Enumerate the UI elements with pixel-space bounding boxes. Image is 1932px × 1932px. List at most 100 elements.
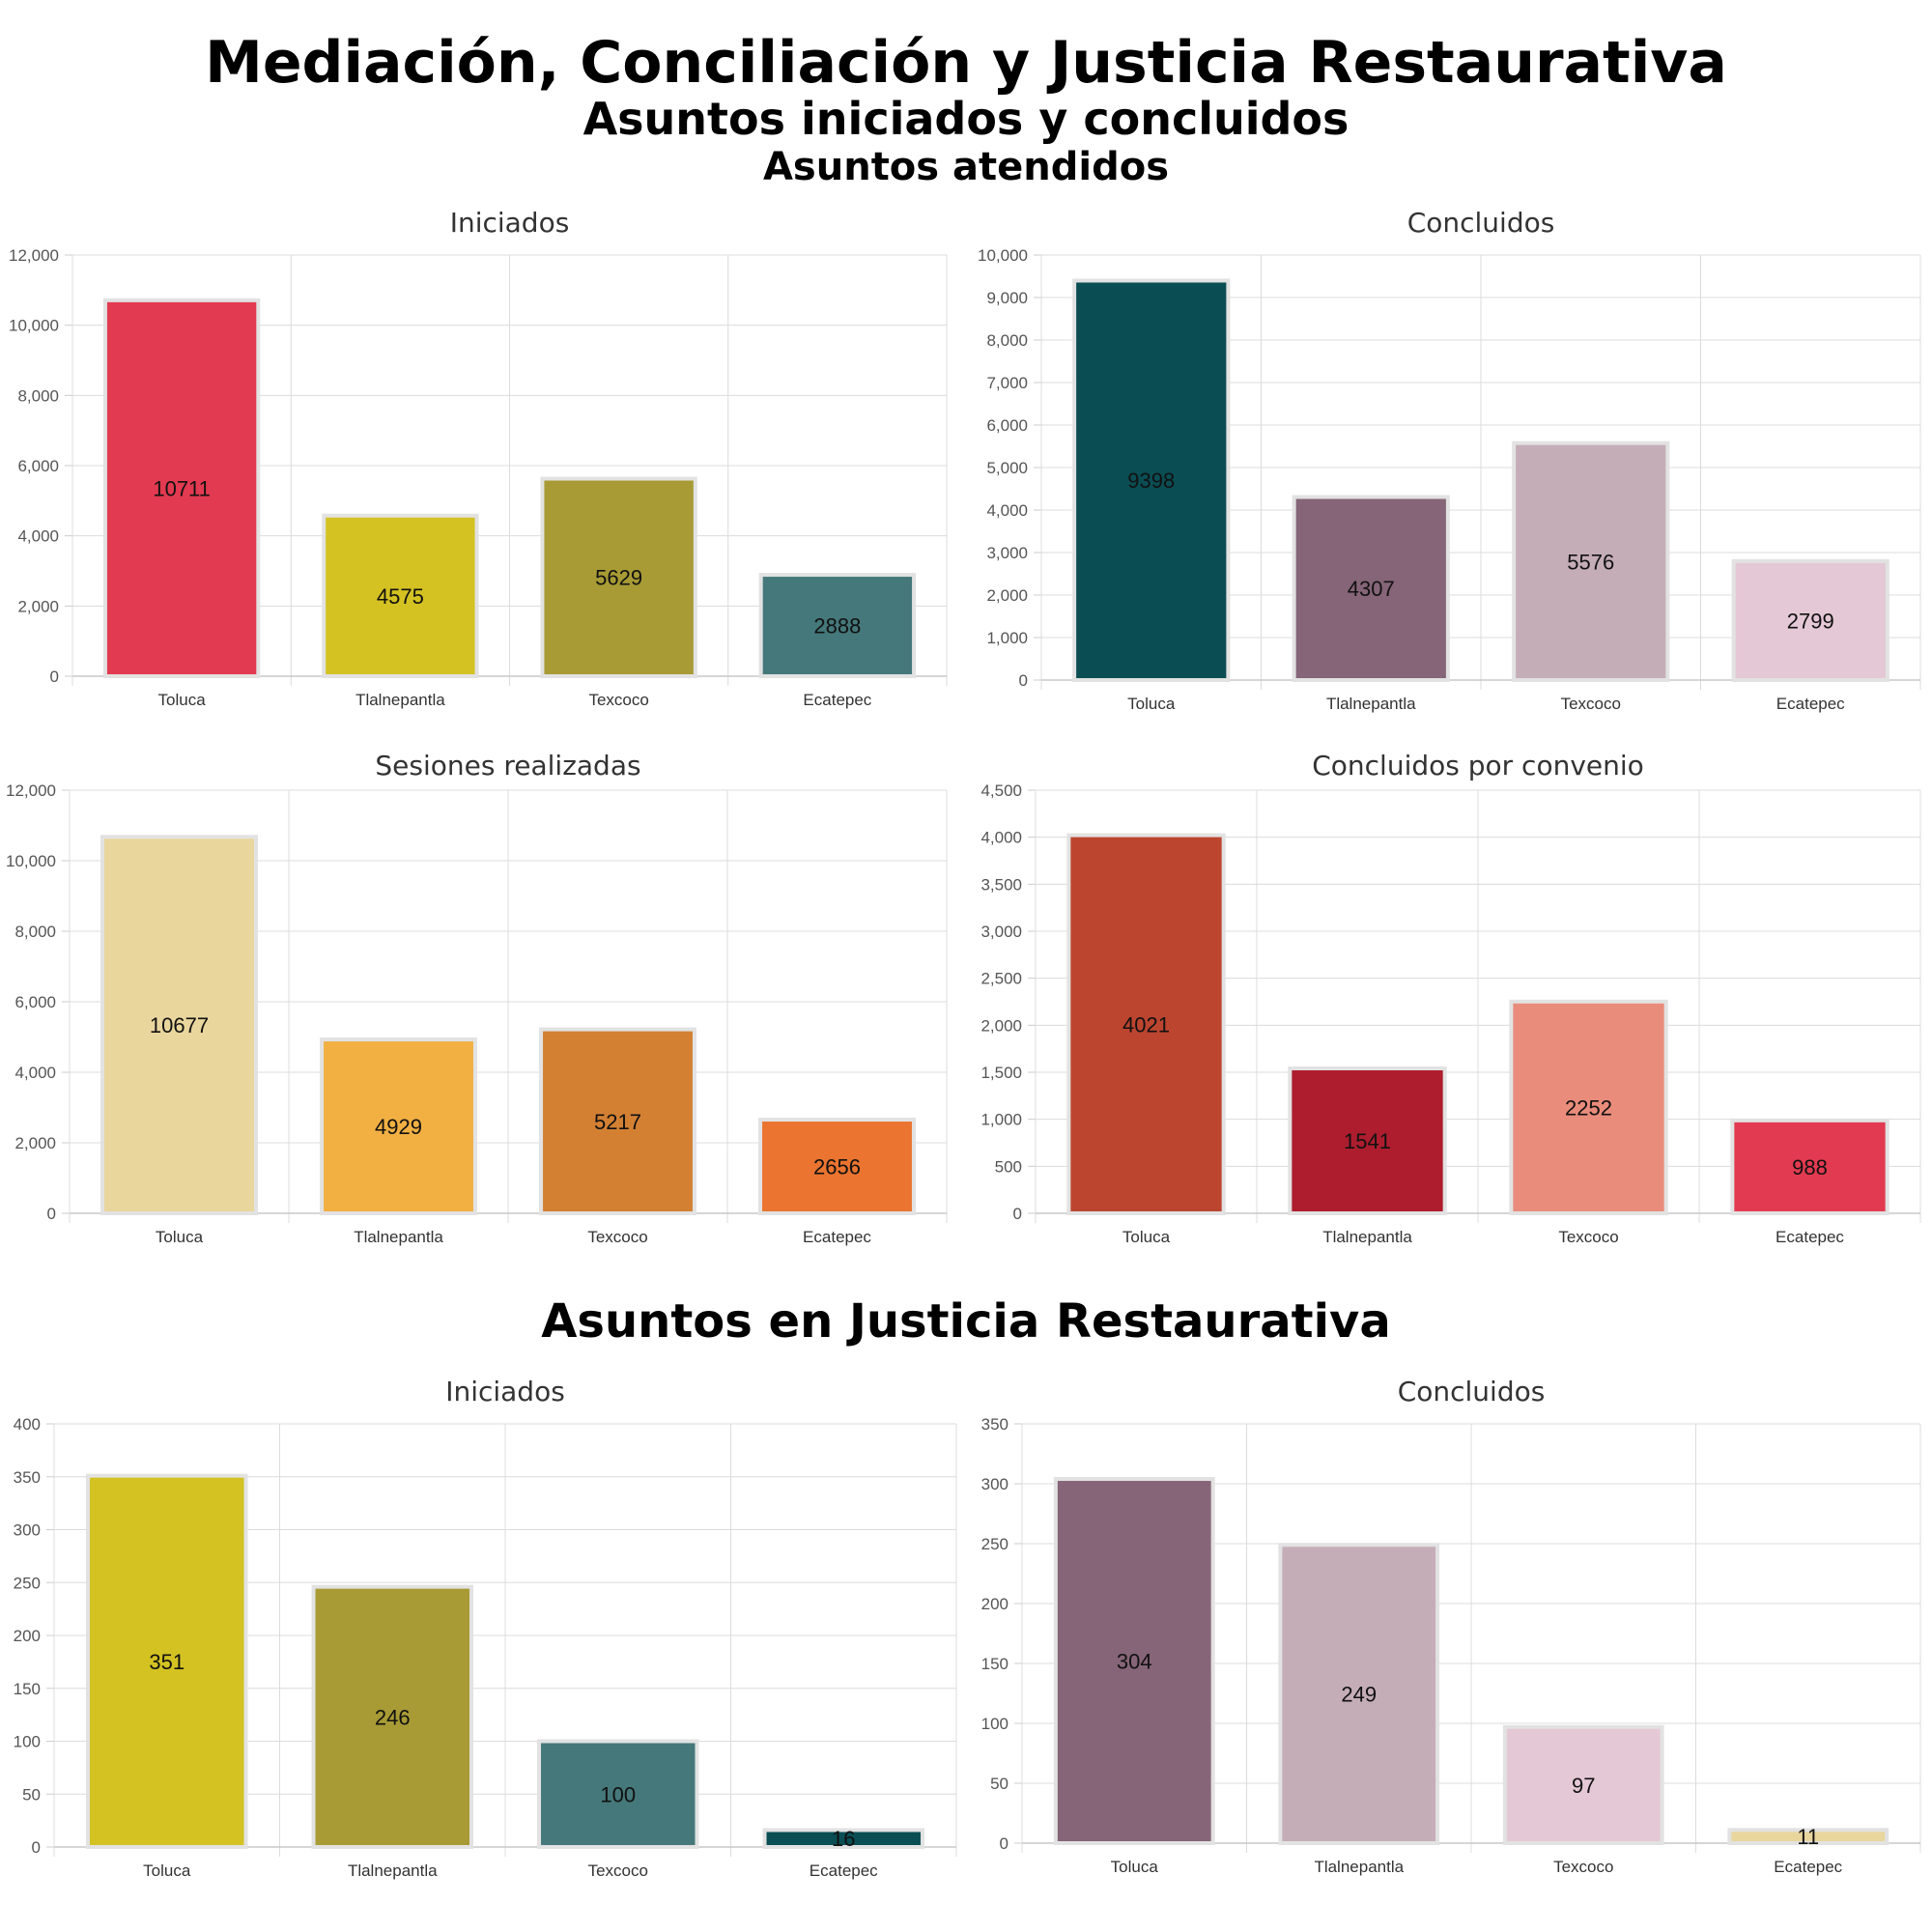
bar-texcoco <box>539 1027 696 1215</box>
bar-value-label: 2799 <box>1787 609 1834 633</box>
y-tick-label: 6,000 <box>14 993 56 1011</box>
x-category-label: Tlalnepantla <box>1326 695 1416 713</box>
bar-toluca <box>100 835 258 1216</box>
y-tick-label: 4,500 <box>980 781 1022 800</box>
y-tick-label: 0 <box>1019 671 1028 690</box>
bar-texcoco <box>1502 1724 1664 1845</box>
y-tick-label: 9,000 <box>986 289 1028 307</box>
x-category-label: Texcoco <box>588 691 648 709</box>
chart-title: Concluidos <box>1398 1376 1546 1407</box>
chart-iniciados: Iniciados 0 2,000 4,000 6,000 8,000 10,000 12,0… <box>0 0 956 715</box>
y-tick-label: 6,000 <box>17 457 59 475</box>
x-category-label: Ecatepec <box>1776 1228 1844 1246</box>
y-tick-label: 100 <box>14 1733 41 1751</box>
y-tick-label: 8,000 <box>986 331 1028 350</box>
bar-value-label: 2252 <box>1565 1095 1612 1120</box>
bar-tlalnepantla <box>1292 495 1450 682</box>
y-tick-label: 5,000 <box>986 459 1028 477</box>
x-category-label: Toluca <box>158 691 207 709</box>
bar-toluca <box>1053 1477 1215 1845</box>
x-category-label: Tlalnepantla <box>1322 1228 1412 1246</box>
y-tick-label: 1,000 <box>980 1111 1022 1129</box>
chart-title: Iniciados <box>450 207 570 239</box>
bar-tlalnepantla <box>1278 1543 1440 1846</box>
chart-sesiones-realizadas: Sesiones realizadas 0 2,000 4,000 6,000 8,000… <box>0 724 956 1265</box>
y-tick-label: 300 <box>14 1521 41 1540</box>
x-category-label: Tlalnepantla <box>354 1228 443 1246</box>
bar-ecatepec <box>758 1118 916 1215</box>
y-tick-label: 2,000 <box>17 597 59 615</box>
y-tick-label: 4,000 <box>980 829 1022 847</box>
x-category-label: Texcoco <box>1561 695 1621 713</box>
y-tick-label: 0 <box>1000 1834 1009 1853</box>
bar-tlalnepantla <box>322 513 479 679</box>
bar-ecatepec <box>762 1828 924 1850</box>
y-tick-label: 0 <box>1013 1205 1022 1223</box>
chart-svg: Sesiones realizadas 0 2,000 4,000 6,000 8,000… <box>6 750 948 1246</box>
main-title: Mediación, Conciliación y Justicia Resta… <box>205 29 1727 97</box>
y-tick-label: 3,000 <box>980 923 1022 941</box>
x-category-label: Tlalnepantla <box>355 691 445 709</box>
x-category-label: Ecatepec <box>1774 1858 1842 1876</box>
y-tick-label: 0 <box>50 668 59 686</box>
x-category-label: Ecatepec <box>803 691 871 709</box>
y-tick-label: 250 <box>14 1574 41 1592</box>
chart-concluidos: Concluidos 0 1,000 2,000 3,000 4,000 5,000 6,00… <box>956 0 1932 715</box>
bar-value-label: 4021 <box>1122 1012 1170 1037</box>
bar-value-label: 5217 <box>594 1110 641 1134</box>
bar-value-label: 97 <box>1572 1774 1595 1798</box>
bar-tlalnepantla <box>1288 1066 1447 1215</box>
bar-ecatepec <box>758 573 917 678</box>
bar-value-label: 249 <box>1341 1683 1377 1707</box>
subtitle-asuntos-atendidos: Asuntos atendidos <box>762 145 1170 189</box>
y-tick-label: 500 <box>995 1157 1022 1176</box>
y-tick-label: 3,500 <box>980 875 1022 894</box>
y-tick-label: 2,500 <box>980 970 1022 988</box>
bar-toluca <box>102 298 261 678</box>
y-tick-label: 350 <box>981 1415 1009 1434</box>
x-category-label: Ecatepec <box>803 1228 871 1246</box>
chart-title: Concluidos por convenio <box>1312 750 1644 781</box>
bar-value-label: 5629 <box>595 566 642 590</box>
y-tick-label: 6,000 <box>986 416 1028 435</box>
bar-value-label: 2656 <box>813 1155 861 1179</box>
y-tick-label: 350 <box>14 1468 41 1487</box>
bar-value-label: 988 <box>1792 1155 1828 1179</box>
chart-title: Sesiones realizadas <box>375 750 640 781</box>
y-tick-label: 400 <box>14 1415 41 1434</box>
y-tick-label: 7,000 <box>986 374 1028 392</box>
y-tick-label: 3,000 <box>986 544 1028 562</box>
y-tick-label: 200 <box>14 1627 41 1645</box>
x-category-label: Texcoco <box>588 1861 648 1880</box>
y-tick-label: 12,000 <box>9 246 59 265</box>
chart-svg: Iniciados 0 2,000 4,000 6,000 8,000 10,000 12,0… <box>9 207 948 709</box>
chart-title: Iniciados <box>445 1376 565 1407</box>
bar-ecatepec <box>1727 1828 1889 1845</box>
x-category-label: Texcoco <box>1558 1228 1618 1246</box>
y-tick-label: 250 <box>981 1535 1009 1553</box>
bar-value-label: 16 <box>832 1827 855 1851</box>
y-tick-label: 2,000 <box>980 1016 1022 1035</box>
y-tick-label: 2,000 <box>986 586 1028 605</box>
chart-svg: Concluidos 0 50 100 150 200 250 300 350 304 Toluca… <box>981 1376 1921 1876</box>
bar-value-label: 4307 <box>1348 577 1395 601</box>
bar-toluca <box>1066 833 1226 1215</box>
bar-value-label: 1541 <box>1344 1129 1391 1153</box>
chart-jr-concluidos: Concluidos 0 50 100 150 200 250 300 350 304 Toluca… <box>966 1352 1932 1932</box>
y-tick-label: 4,000 <box>14 1064 56 1082</box>
bar-value-label: 9398 <box>1127 469 1175 493</box>
x-category-label: Tlalnepantla <box>1314 1858 1404 1876</box>
bar-value-label: 2888 <box>813 614 861 639</box>
bar-ecatepec <box>1731 558 1889 682</box>
y-tick-label: 8,000 <box>14 923 56 941</box>
bar-texcoco <box>540 476 697 679</box>
y-tick-label: 0 <box>32 1838 41 1857</box>
bar-value-label: 246 <box>375 1705 411 1729</box>
chart-svg: Concluidos 0 1,000 2,000 3,000 4,000 5,000 6,00… <box>978 207 1921 713</box>
subtitle-asuntos-iniciados-concluidos: Asuntos iniciados y concluidos <box>582 93 1350 145</box>
bar-tlalnepantla <box>320 1037 477 1215</box>
bar-tlalnepantla <box>311 1584 473 1849</box>
chart-svg: Concluidos por convenio 0 500 1,000 1,500 2,0… <box>980 750 1921 1246</box>
bar-value-label: 351 <box>149 1650 185 1674</box>
x-category-label: Ecatepec <box>810 1861 878 1880</box>
